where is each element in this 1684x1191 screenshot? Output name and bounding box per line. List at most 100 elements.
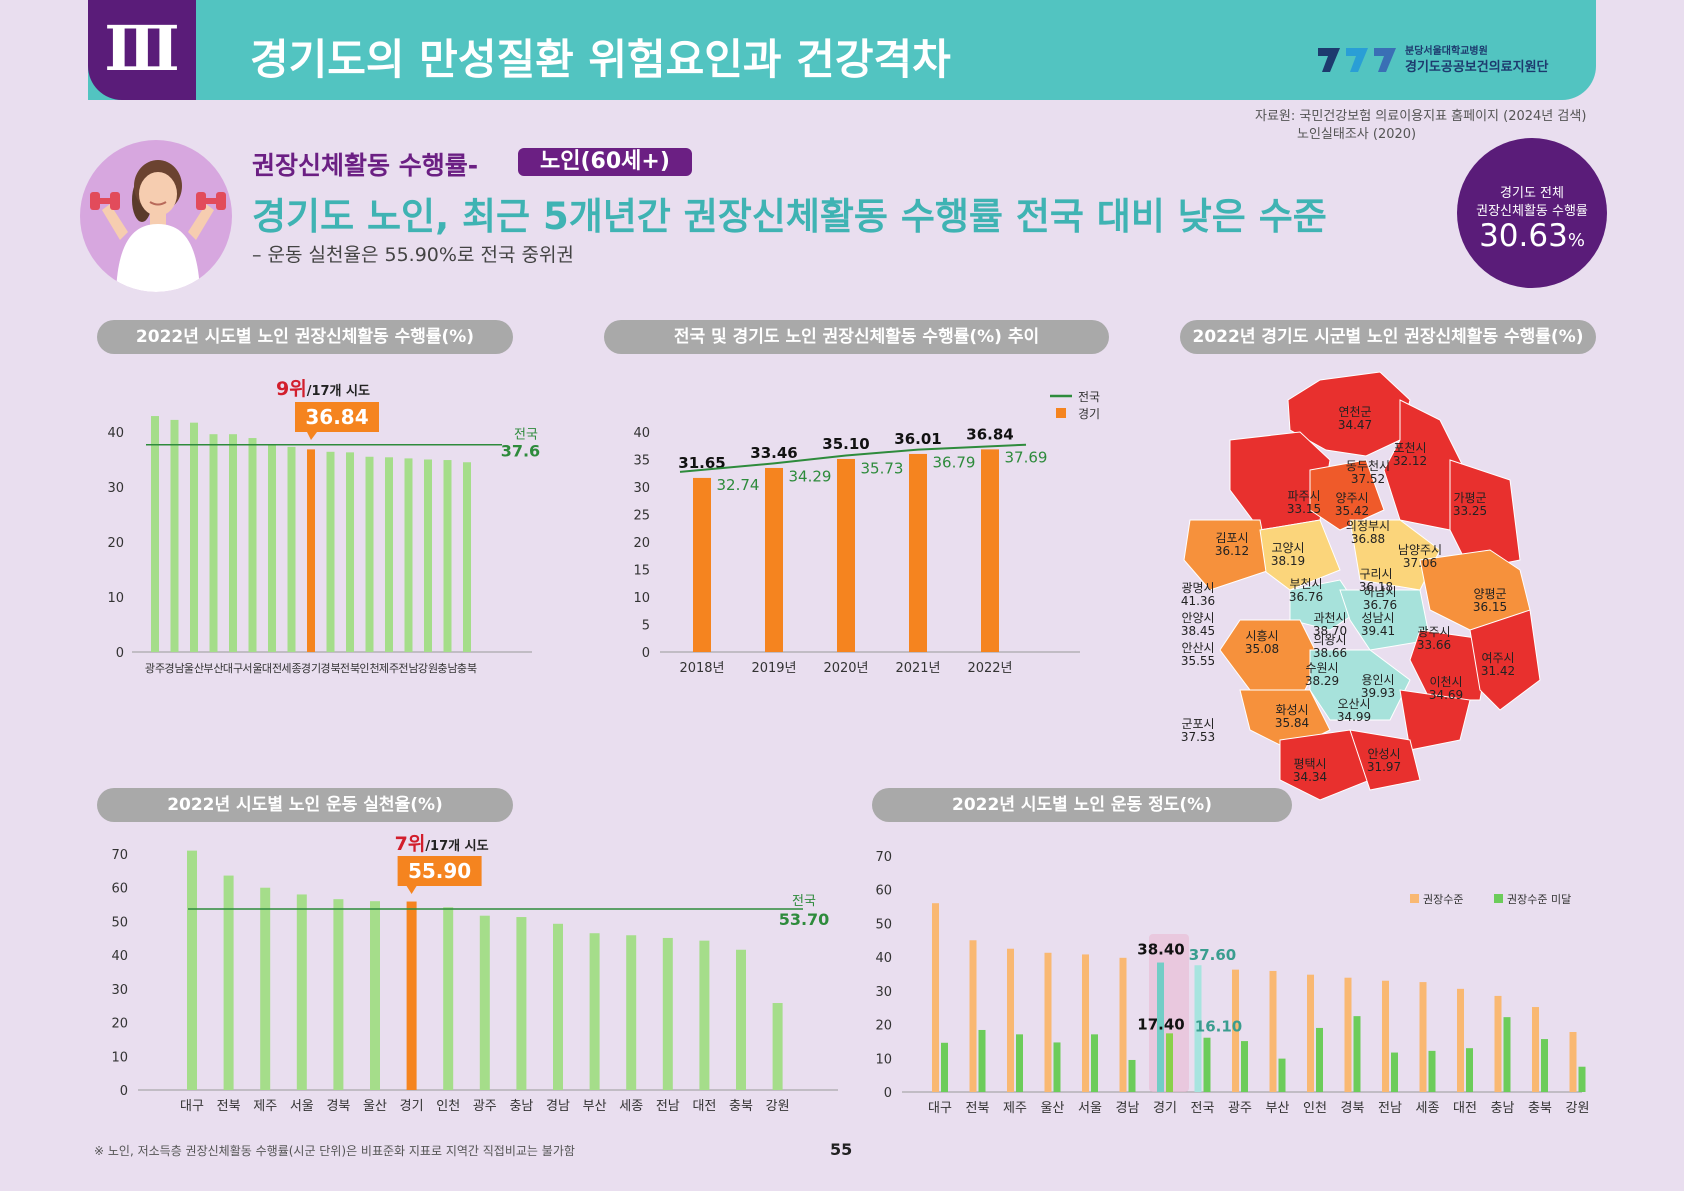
- y-tick-label: 30: [875, 985, 892, 1000]
- legend-label: 권장수준 미달: [1507, 893, 1571, 906]
- x-tick-label: 충남: [509, 1099, 533, 1114]
- bar-2019년: [765, 467, 783, 652]
- x-tick-label: 부산: [583, 1099, 607, 1114]
- bar-b-대전: [1466, 1048, 1473, 1092]
- bar-b-경남: [1128, 1059, 1136, 1092]
- region-value: 35.42: [1335, 504, 1369, 518]
- rank-label: 7위/17개 시도: [395, 833, 489, 855]
- region-name: 성남시: [1361, 611, 1394, 625]
- bar-value-label: 35.10: [822, 435, 869, 453]
- x-tick-label: 광주: [145, 662, 165, 675]
- line-value-label: 34.29: [789, 467, 832, 485]
- total-rate-label-1: 경기도 전체: [1500, 186, 1564, 201]
- callout-value: 36.84: [305, 405, 368, 429]
- region-value: 37.06: [1403, 556, 1437, 570]
- x-tick-label: 울산: [363, 1099, 387, 1114]
- legend-bar-swatch: [1056, 408, 1066, 418]
- bar-경기: [307, 449, 315, 652]
- chart2-title: 전국 및 경기도 노인 권장신체활동 수행률(%) 추이: [604, 320, 1109, 354]
- page-number: 55: [830, 1140, 853, 1159]
- x-tick-label: 부산: [1266, 1101, 1290, 1116]
- x-tick-label: 경북: [320, 662, 340, 675]
- x-tick-label: 인천: [1303, 1101, 1327, 1116]
- x-tick-label: 대전: [692, 1099, 716, 1114]
- region-name: 남양주시: [1398, 543, 1442, 557]
- region-name: 동두천시: [1346, 458, 1390, 473]
- bar-2020년: [837, 458, 855, 652]
- x-tick-label: 경기: [301, 662, 321, 675]
- bar-a-울산: [1044, 952, 1052, 1092]
- region-name: 여주시: [1481, 651, 1514, 665]
- x-tick-label: 경북: [326, 1099, 350, 1114]
- section-number: Ⅲ: [104, 12, 180, 85]
- bar-제주: [260, 887, 271, 1090]
- x-tick-label: 대전: [262, 662, 282, 675]
- x-tick-label: 제주: [1003, 1101, 1027, 1116]
- logo-text: 분당서울대학교병원 경기도공공보건의료지원단: [1405, 44, 1549, 76]
- footnote: ※ 노인, 저소득층 권장신체활동 수행률(시군 단위)은 비표준화 지표로 지…: [94, 1144, 575, 1158]
- y-tick-label: 15: [633, 564, 650, 579]
- region-name: 안양시: [1181, 611, 1214, 625]
- bar-a-부산: [1269, 970, 1277, 1092]
- exercise-character-illustration: [80, 140, 232, 292]
- y-tick-label: 40: [107, 426, 124, 441]
- bar-a-충북: [1532, 1007, 1539, 1092]
- page-title: 경기도의 만성질환 위험요인과 건강격차: [250, 35, 951, 84]
- y-tick-label: 60: [875, 884, 892, 899]
- region-name: 과천시: [1313, 610, 1346, 625]
- x-tick-label: 인천: [359, 661, 379, 675]
- bar-a-인천: [1307, 974, 1314, 1092]
- line-value-label: 36.79: [933, 454, 976, 472]
- region-value: 32.12: [1393, 454, 1427, 468]
- bar-a-제주: [1007, 948, 1014, 1092]
- x-tick-label: 울산: [184, 662, 204, 675]
- y-tick-label: 0: [642, 646, 650, 661]
- x-tick-label: 대구: [928, 1101, 952, 1116]
- x-tick-label: 전북: [966, 1101, 990, 1116]
- chart5-title: 2022년 시도별 노인 운동 정도(%): [872, 788, 1292, 822]
- region-yeoju: [1469, 609, 1541, 711]
- x-tick-label: 충남: [1491, 1101, 1515, 1116]
- y-tick-label: 40: [111, 949, 128, 964]
- y-tick-label: 60: [111, 882, 128, 897]
- x-tick-label: 2021년: [895, 661, 940, 676]
- x-tick-label: 경기: [400, 1099, 424, 1114]
- reference-label: 전국: [792, 894, 816, 909]
- x-tick-label: 광주: [473, 1099, 497, 1114]
- x-tick-label: 강원: [418, 662, 438, 675]
- bar-부산: [589, 933, 600, 1090]
- x-tick-label: 전북: [340, 662, 360, 675]
- x-tick-label: 경남: [546, 1099, 570, 1114]
- bar-a-전국: [1194, 965, 1202, 1092]
- y-tick-label: 25: [633, 509, 650, 524]
- y-tick-label: 30: [107, 481, 124, 496]
- bar-서울: [296, 894, 307, 1090]
- region-name: 양주시: [1335, 491, 1368, 505]
- y-tick-label: 5: [642, 619, 650, 634]
- y-tick-label: 30: [633, 481, 650, 496]
- chart-exercise-practice-by-province: 0 10 20 30 40 50 60 70 대구 전북 제주 서울 경북 울산 경기 인천 광주 충남 경남 부산 세…: [111, 833, 838, 1114]
- region-value: 38.45: [1181, 624, 1215, 638]
- x-tick-label: 대전: [1453, 1101, 1477, 1116]
- bar-대전: [268, 444, 276, 652]
- bar-b-대구: [941, 1042, 948, 1092]
- value-label: 17.40: [1137, 1015, 1184, 1033]
- region-value: 31.42: [1481, 664, 1515, 678]
- bar-충북: [736, 949, 746, 1090]
- callout-value: 55.90: [408, 859, 471, 883]
- bar-a-세종: [1419, 982, 1427, 1092]
- header-bar: [88, 0, 1596, 100]
- line-value-label: 32.74: [717, 476, 760, 494]
- bar-부산: [209, 434, 218, 652]
- region-value: 34.99: [1337, 710, 1371, 724]
- bar-경남: [553, 923, 563, 1090]
- x-tick-label: 강원: [1566, 1101, 1590, 1116]
- rank-label: 9위/17개 시도: [276, 378, 370, 400]
- bar-value-label: 31.65: [678, 454, 725, 472]
- x-tick-label: 서울: [242, 662, 262, 675]
- region-pyeongtaek: [1279, 729, 1371, 801]
- subtitle: 권장신체활동 수행률-: [252, 151, 479, 180]
- x-tick-label: 전남: [398, 662, 418, 675]
- region-value: 39.41: [1361, 624, 1395, 638]
